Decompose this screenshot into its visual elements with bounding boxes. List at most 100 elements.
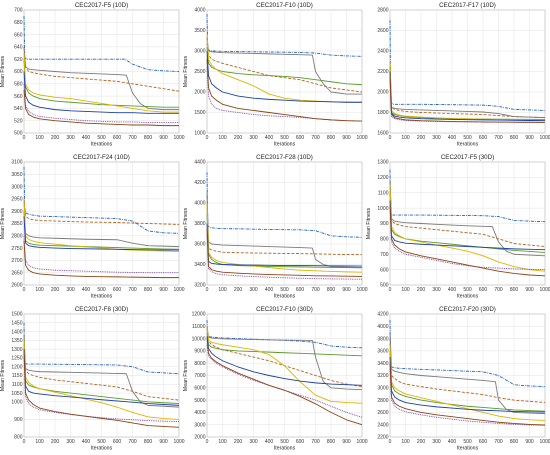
series-line	[23, 16, 180, 72]
y-tick-label: 560	[14, 94, 23, 100]
series-line	[389, 71, 546, 122]
gridlines	[23, 9, 180, 134]
y-tick-label: 1050	[11, 391, 22, 397]
y-tick-label: 1450	[11, 320, 22, 326]
chart-title: CEC2017-F28 (10D)	[256, 154, 313, 161]
series-line	[23, 240, 179, 279]
x-tick-label: 400	[82, 287, 91, 293]
x-tick-label: 900	[525, 439, 534, 445]
series-line	[206, 223, 363, 267]
y-tick-label: 3200	[377, 373, 388, 379]
y-tick-label: 3400	[194, 262, 205, 268]
chart-panel: CEC2017-F8 (30D) 800 900 1000 1050 1100 1150 12…	[0, 304, 185, 455]
series-line	[23, 322, 180, 375]
x-tick-label: 800	[144, 439, 153, 445]
x-tick-label: 100	[35, 135, 44, 141]
series-line	[389, 20, 546, 111]
series-line	[389, 76, 546, 123]
x-tick-label: 100	[35, 287, 44, 293]
x-tick-label: 0	[206, 439, 209, 445]
x-tick-label: 200	[234, 135, 243, 141]
x-tick-label: 200	[417, 287, 426, 293]
y-tick-label: 700	[380, 252, 389, 258]
x-tick-label: 0	[206, 287, 209, 293]
y-tick-label: 12000	[192, 312, 206, 318]
x-tick-label: 300	[249, 135, 258, 141]
series-line	[23, 349, 180, 406]
x-tick-label: 200	[417, 439, 426, 445]
series-line	[389, 61, 546, 119]
series-line	[389, 357, 546, 413]
x-tick-label: 600	[479, 287, 488, 293]
y-tick-label: 2700	[11, 258, 22, 264]
series-line	[389, 344, 546, 421]
x-tick-label: 900	[342, 439, 351, 445]
x-tick-label: 200	[234, 287, 243, 293]
x-tick-label: 800	[510, 287, 519, 293]
x-tick-label: 500	[97, 439, 106, 445]
y-tick-label: 1600	[377, 131, 388, 137]
x-tick-label: 300	[66, 287, 75, 293]
x-tick-label: 900	[525, 135, 534, 141]
x-tick-label: 900	[525, 287, 534, 293]
y-tick-label: 9000	[194, 349, 205, 355]
series-line	[389, 185, 546, 248]
y-tick-label: 2800	[377, 8, 388, 14]
y-tick-label: 1300	[11, 347, 22, 353]
y-tick-label: 2000	[194, 90, 205, 96]
x-axis-label: Iterations	[91, 446, 113, 452]
y-tick-label: 1200	[377, 175, 388, 181]
y-tick-label: 2650	[11, 270, 22, 276]
y-tick-label: 500	[380, 283, 389, 289]
chart-svg: CEC2017-F5 (10D) 500 520 540 560 580 600 620 640…	[0, 2, 185, 148]
x-tick-label: 0	[389, 287, 392, 293]
series-line	[389, 61, 546, 121]
y-tick-label: 7000	[194, 373, 205, 379]
y-tick-label: 2900	[11, 209, 22, 215]
x-tick-label: 800	[327, 439, 336, 445]
y-tick-label: 2200	[377, 435, 388, 441]
chart-svg: CEC2017-F28 (10D)32003400360038004000420…	[183, 154, 368, 300]
x-tick-label: 600	[296, 135, 305, 141]
chart-svg: CEC2017-F8 (30D)800900100010501100115012…	[0, 306, 185, 452]
y-tick-label: 1150	[12, 373, 23, 379]
series-line	[23, 340, 180, 401]
y-tick-label: 8000	[194, 361, 205, 367]
series-line	[206, 50, 362, 103]
series-line	[206, 202, 363, 273]
x-tick-label: 300	[432, 439, 441, 445]
x-tick-label: 1000	[356, 287, 367, 293]
x-tick-label: 600	[479, 439, 488, 445]
x-axis-label: Iterations	[274, 294, 296, 300]
series-line	[206, 46, 363, 86]
x-tick-label: 300	[66, 135, 75, 141]
y-tick-label: 3400	[377, 361, 388, 367]
y-tick-label: 3500	[194, 28, 205, 34]
y-tick-label: 4000	[194, 410, 205, 416]
series-line	[206, 336, 363, 386]
x-tick-label: 800	[510, 135, 519, 141]
series-line	[23, 198, 180, 252]
y-tick-label: 1100	[378, 190, 389, 196]
y-tick-label: 1400	[11, 329, 22, 335]
series-line	[23, 46, 180, 92]
y-tick-label: 1200	[11, 364, 22, 370]
x-tick-label: 1000	[356, 439, 367, 445]
y-tick-label: 2950	[11, 197, 22, 203]
chart-title: CEC2017-F10 (10D)	[256, 2, 313, 9]
y-tick-label: 600	[14, 69, 23, 75]
series-line	[23, 89, 179, 127]
x-tick-label: 0	[23, 287, 26, 293]
series-line	[23, 198, 180, 248]
series-line	[206, 38, 362, 95]
x-tick-label: 1000	[539, 439, 550, 445]
x-tick-label: 1000	[539, 287, 550, 293]
y-tick-label: 1100	[12, 382, 23, 388]
x-tick-label: 500	[463, 439, 472, 445]
chart-panel: CEC2017-F10 (30D) 2000 3000 4000 5000 6000 700…	[183, 304, 368, 455]
series-line	[23, 53, 179, 113]
x-tick-label: 200	[234, 439, 243, 445]
y-axis-label: Mean Fitness	[183, 208, 189, 240]
x-tick-label: 1000	[173, 135, 184, 141]
x-tick-label: 200	[51, 439, 60, 445]
